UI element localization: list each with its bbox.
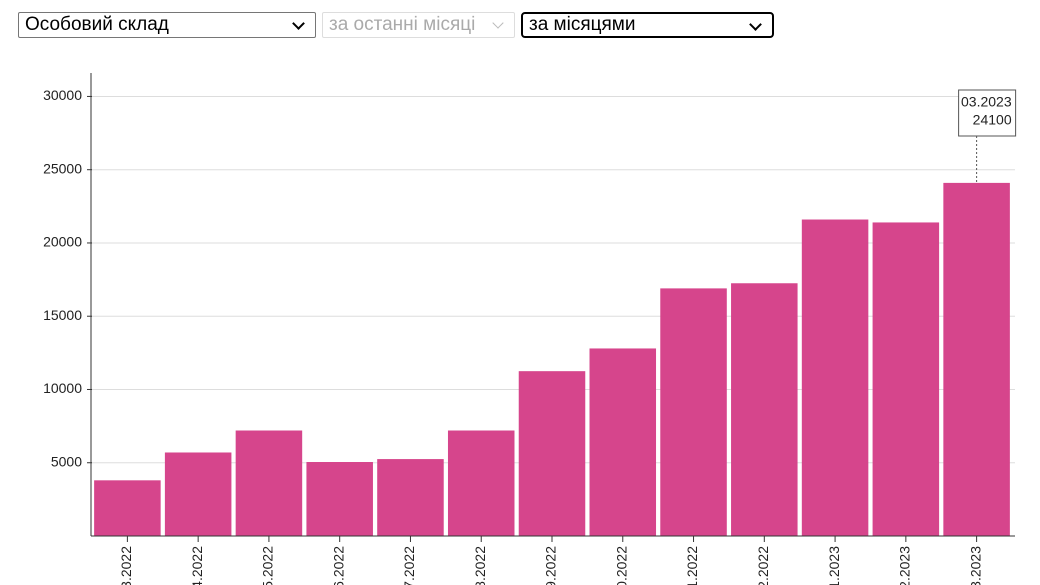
bar: [731, 283, 798, 536]
x-tick-label: 06.2022: [330, 546, 346, 585]
bar: [872, 222, 940, 536]
x-tick-label: 03.2023: [967, 546, 983, 585]
x-tick-label: 02.2023: [897, 546, 913, 585]
y-tick-label: 30000: [43, 87, 82, 103]
bar: [235, 430, 303, 536]
period-select[interactable]: за останні місяці: [322, 12, 515, 38]
x-tick-label: 01.2023: [826, 546, 842, 585]
bar: [164, 452, 232, 536]
x-tick-label: 04.2022: [189, 546, 205, 585]
bar: [801, 219, 869, 536]
tooltip-label: 03.2023: [961, 94, 1012, 110]
x-tick-label: 11.2022: [684, 546, 700, 585]
x-tick-label: 09.2022: [543, 546, 559, 585]
bar: [660, 288, 727, 536]
x-tick-label: 03.2022: [118, 546, 134, 585]
group-select[interactable]: Особовий склад: [18, 12, 316, 38]
bar: [589, 348, 657, 536]
bar: [306, 462, 373, 536]
y-tick-label: 15000: [43, 307, 82, 323]
y-tick-label: 20000: [43, 234, 82, 250]
x-tick-label: 12.2022: [755, 546, 771, 585]
y-tick-label: 25000: [43, 160, 82, 176]
bar: [377, 459, 444, 536]
y-tick-label: 5000: [51, 453, 82, 469]
tooltip-box: [958, 89, 1017, 137]
interval-select[interactable]: за місяцями: [521, 12, 774, 38]
tooltip-value: 24100: [973, 112, 1012, 128]
x-tick-label: 07.2022: [401, 546, 417, 585]
y-tick-label: 10000: [43, 380, 82, 396]
x-tick-label: 10.2022: [613, 546, 629, 585]
x-tick-label: 05.2022: [260, 546, 276, 585]
bar: [943, 182, 1010, 537]
x-tick-label: 08.2022: [472, 546, 488, 585]
bar: [447, 430, 515, 536]
bar: [94, 480, 161, 536]
bar: [518, 371, 586, 536]
